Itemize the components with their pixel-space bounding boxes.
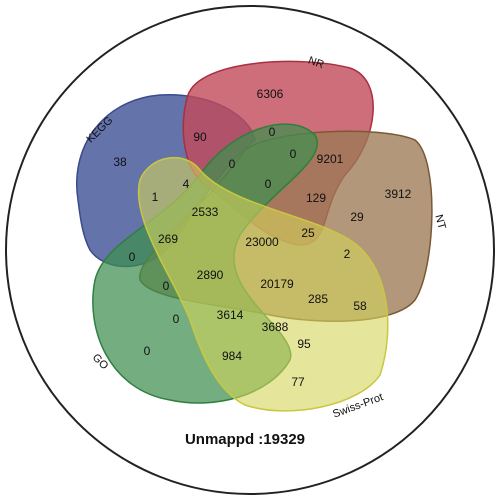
region-count: 0 (163, 279, 170, 293)
region-count: 269 (158, 232, 178, 246)
region-count: 984 (222, 349, 242, 363)
set-label: NR (307, 55, 326, 72)
region-count: 95 (297, 337, 311, 351)
region-count: 20179 (260, 277, 294, 291)
region-count: 3614 (217, 308, 244, 322)
region-count: 29 (350, 210, 364, 224)
region-count: 0 (269, 125, 276, 139)
set-label: NT (432, 213, 447, 231)
region-count: 23000 (245, 235, 279, 249)
region-count: 0 (173, 312, 180, 326)
region-count: 38 (113, 155, 127, 169)
region-count: 0 (229, 157, 236, 171)
region-count: 25 (301, 226, 315, 240)
unmapped-count: Unmappd :19329 (185, 431, 305, 448)
swissprot-set (137, 156, 389, 412)
region-count: 58 (353, 299, 367, 313)
region-count: 90 (193, 130, 207, 144)
region-count: 0 (144, 344, 151, 358)
region-count: 285 (308, 292, 328, 306)
region-count: 0 (290, 147, 297, 161)
region-count: 2533 (192, 205, 219, 219)
region-count: 0 (265, 177, 272, 191)
region-count: 6306 (257, 87, 284, 101)
region-count: 3688 (262, 320, 289, 334)
region-count: 9201 (317, 152, 344, 166)
region-count: 129 (306, 191, 326, 205)
region-count: 1 (152, 190, 159, 204)
region-count: 3912 (385, 187, 412, 201)
region-count: 2890 (197, 268, 224, 282)
region-count: 4 (183, 177, 190, 191)
region-count: 2 (344, 247, 351, 261)
region-count: 0 (129, 250, 136, 264)
region-count: 77 (291, 375, 305, 389)
